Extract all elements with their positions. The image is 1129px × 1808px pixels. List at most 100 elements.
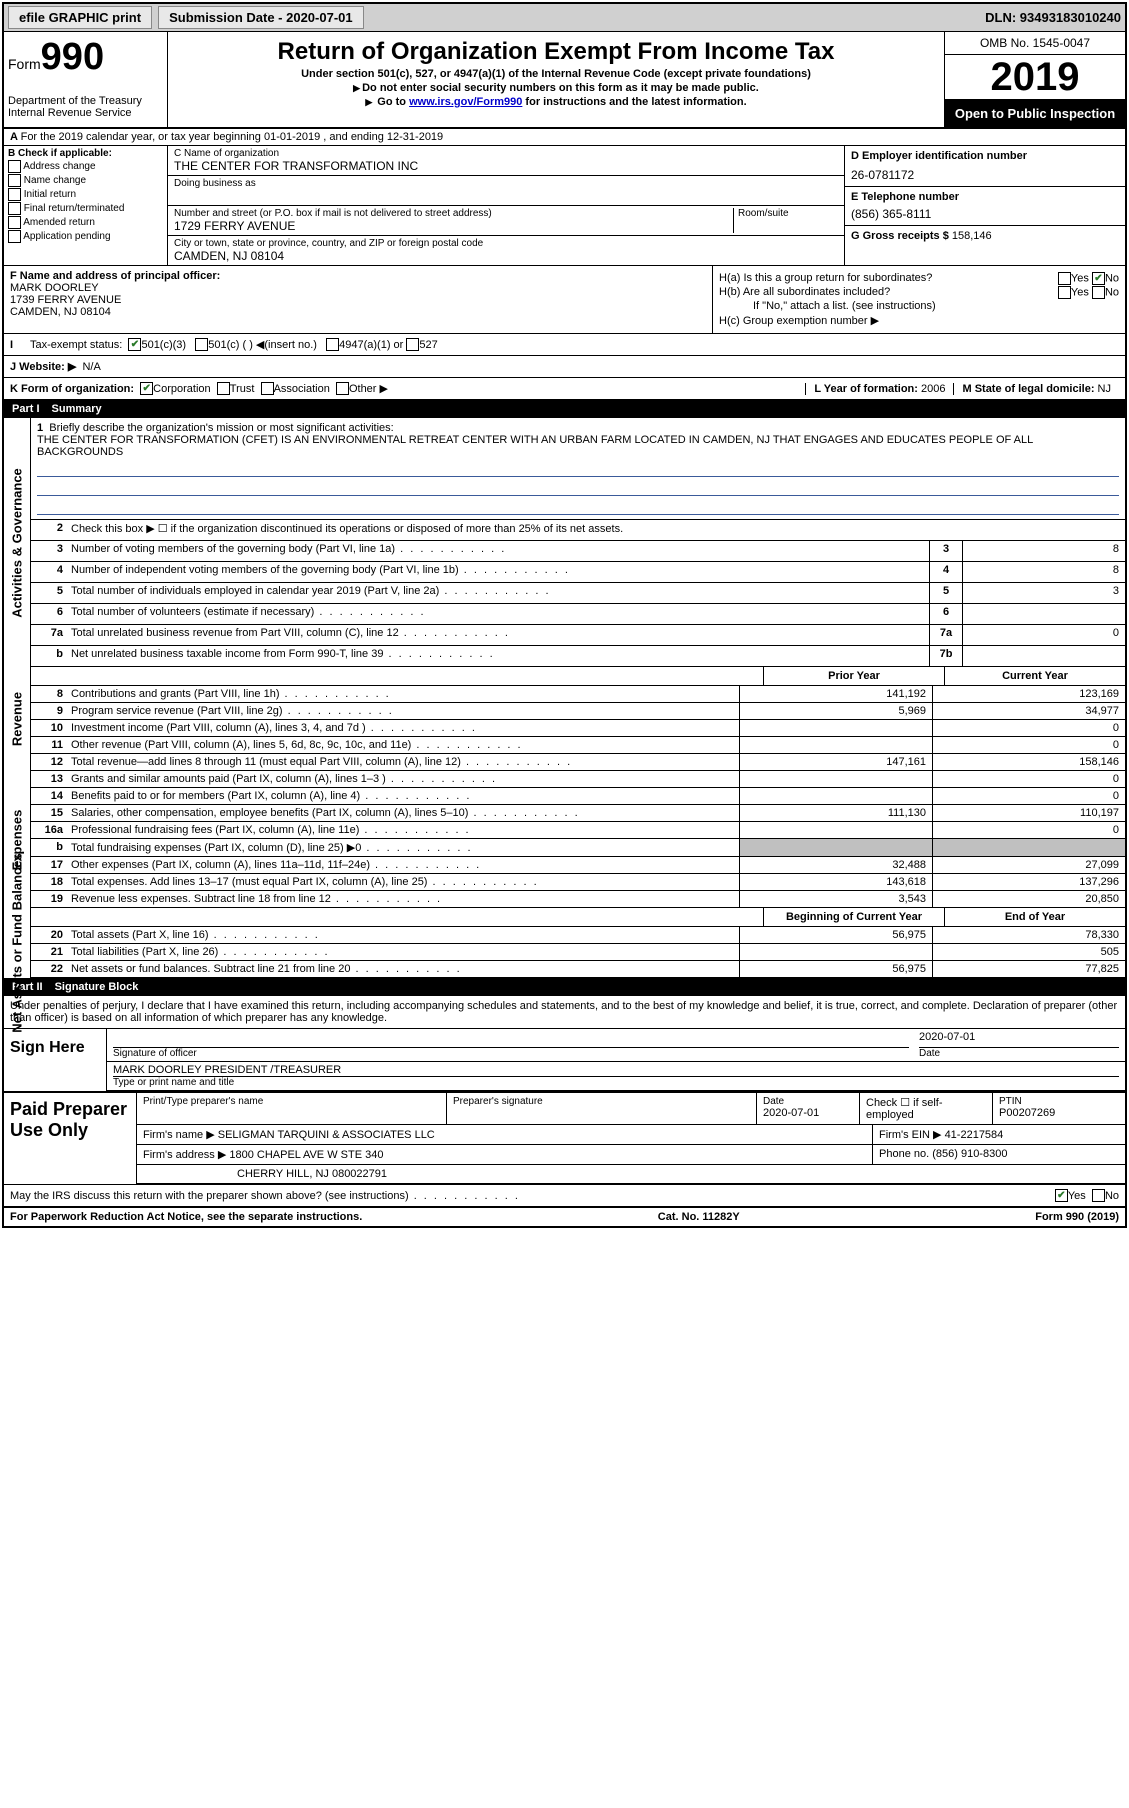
line-num: 12	[31, 754, 67, 770]
current-val: 0	[932, 771, 1125, 787]
opt-4947: 4947(a)(1) or	[339, 339, 403, 351]
data-row: 17 Other expenses (Part IX, column (A), …	[31, 857, 1125, 874]
opt-amended: Amended return	[23, 217, 95, 228]
line-num: 6	[31, 604, 67, 624]
hb-yes[interactable]	[1058, 286, 1071, 299]
line-text: Total assets (Part X, line 16)	[67, 927, 739, 943]
prior-year-header: Prior Year	[763, 667, 944, 685]
chk-amended[interactable]	[8, 216, 21, 229]
current-val: 27,099	[932, 857, 1125, 873]
hb-text: H(b) Are all subordinates included?	[719, 286, 890, 298]
line-num: 20	[31, 927, 67, 943]
ha-text: H(a) Is this a group return for subordin…	[719, 272, 932, 284]
prior-val	[739, 822, 932, 838]
note2-pre: Go to	[377, 96, 409, 108]
opt-corp: Corporation	[153, 383, 210, 395]
chk-corp[interactable]	[140, 382, 153, 395]
part2-title: Signature Block	[55, 981, 139, 993]
irs-link[interactable]: www.irs.gov/Form990	[409, 96, 522, 108]
part1-header: Part I Summary	[4, 400, 1125, 418]
box-d-e-g: D Employer identification number 26-0781…	[845, 146, 1125, 265]
ha-yes[interactable]	[1058, 272, 1071, 285]
org-name: THE CENTER FOR TRANSFORMATION INC	[174, 159, 838, 173]
q1-text: Briefly describe the organization's miss…	[49, 422, 393, 434]
firm-phone-label: Phone no.	[879, 1148, 932, 1160]
discuss-yes[interactable]	[1055, 1189, 1068, 1202]
omb-number: OMB No. 1545-0047	[945, 32, 1125, 55]
line-text: Total unrelated business revenue from Pa…	[67, 625, 929, 645]
chk-501c[interactable]	[195, 338, 208, 351]
ptin-value: P00207269	[999, 1107, 1119, 1119]
line-num: 21	[31, 944, 67, 960]
current-val	[932, 839, 1125, 856]
vert-net: Net Assets or Fund Balances	[4, 908, 31, 978]
hb-no[interactable]	[1092, 286, 1105, 299]
data-row: 9 Program service revenue (Part VIII, li…	[31, 703, 1125, 720]
tax-status-label: Tax-exempt status:	[30, 339, 122, 351]
chk-pending[interactable]	[8, 230, 21, 243]
activity-row: b Net unrelated business taxable income …	[31, 646, 1125, 667]
activity-row: 6 Total number of volunteers (estimate i…	[31, 604, 1125, 625]
line-num: 9	[31, 703, 67, 719]
officer-name: MARK DOORLEY	[10, 282, 706, 294]
line-val: 8	[962, 562, 1125, 582]
header-left: Form990 Department of the Treasury Inter…	[4, 32, 168, 127]
ptin-label: PTIN	[999, 1096, 1119, 1107]
current-val: 110,197	[932, 805, 1125, 821]
chk-name[interactable]	[8, 174, 21, 187]
data-row: 18 Total expenses. Add lines 13–17 (must…	[31, 874, 1125, 891]
line-text: Total liabilities (Part X, line 26)	[67, 944, 739, 960]
vert-activities: Activities & Governance	[4, 418, 31, 667]
form-org-label: K Form of organization:	[10, 383, 134, 395]
q1-block: 1 Briefly describe the organization's mi…	[31, 418, 1125, 520]
opt-trust: Trust	[230, 383, 255, 395]
line-text: Other revenue (Part VIII, column (A), li…	[67, 737, 739, 753]
efile-graphic-btn[interactable]: efile GRAPHIC print	[8, 6, 152, 29]
data-row: 16a Professional fundraising fees (Part …	[31, 822, 1125, 839]
firm-addr-label: Firm's address ▶	[143, 1149, 226, 1161]
line-box: 7b	[929, 646, 962, 666]
data-row: 22 Net assets or fund balances. Subtract…	[31, 961, 1125, 978]
header-center: Return of Organization Exempt From Incom…	[168, 32, 944, 127]
chk-final[interactable]	[8, 202, 21, 215]
line-text: Professional fundraising fees (Part IX, …	[67, 822, 739, 838]
officer-city: CAMDEN, NJ 08104	[10, 306, 706, 318]
chk-initial[interactable]	[8, 188, 21, 201]
inspection-badge: Open to Public Inspection	[945, 100, 1125, 127]
line-text: Total fundraising expenses (Part IX, col…	[67, 839, 739, 856]
end-year-header: End of Year	[944, 908, 1125, 926]
line-num: 4	[31, 562, 67, 582]
line-text: Salaries, other compensation, employee b…	[67, 805, 739, 821]
footer-right: Form 990 (2019)	[1035, 1211, 1119, 1223]
firm-name: SELIGMAN TARQUINI & ASSOCIATES LLC	[218, 1129, 435, 1141]
discuss-no[interactable]	[1092, 1189, 1105, 1202]
top-bar: efile GRAPHIC print Submission Date - 20…	[4, 4, 1125, 32]
chk-4947[interactable]	[326, 338, 339, 351]
ha-no[interactable]	[1092, 272, 1105, 285]
line-num: 17	[31, 857, 67, 873]
current-val: 0	[932, 737, 1125, 753]
line-num: 18	[31, 874, 67, 890]
line-text: Total expenses. Add lines 13–17 (must eq…	[67, 874, 739, 890]
chk-address[interactable]	[8, 160, 21, 173]
prior-val: 32,488	[739, 857, 932, 873]
current-val: 78,330	[932, 927, 1125, 943]
chk-trust[interactable]	[217, 382, 230, 395]
chk-other[interactable]	[336, 382, 349, 395]
gross-label: G Gross receipts $	[851, 230, 952, 242]
chk-527[interactable]	[406, 338, 419, 351]
line-text: Total number of individuals employed in …	[67, 583, 929, 603]
dln: DLN: 93493183010240	[985, 10, 1121, 25]
type-print-label: Type or print name and title	[113, 1077, 1119, 1088]
line-num: 14	[31, 788, 67, 804]
chk-501c3[interactable]	[128, 338, 141, 351]
line-box: 7a	[929, 625, 962, 645]
chk-assoc[interactable]	[261, 382, 274, 395]
line-val: 3	[962, 583, 1125, 603]
prior-val: 143,618	[739, 874, 932, 890]
line-num: 16a	[31, 822, 67, 838]
sig-date: 2020-07-01	[919, 1031, 1119, 1048]
opt-other: Other ▶	[349, 382, 388, 395]
firm-ein-label: Firm's EIN ▶	[879, 1129, 942, 1141]
submission-date-btn[interactable]: Submission Date - 2020-07-01	[158, 6, 364, 29]
